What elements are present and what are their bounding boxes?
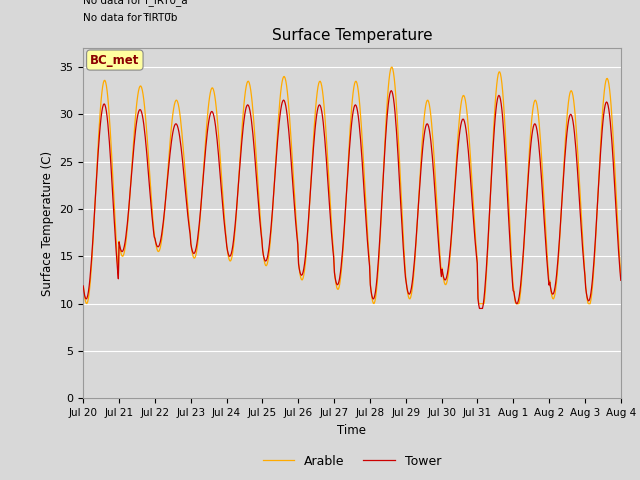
Tower bbox=[617, 277, 625, 283]
Tower bbox=[227, 251, 235, 257]
Tower bbox=[79, 283, 87, 289]
Tower bbox=[145, 168, 152, 174]
Arable bbox=[227, 257, 235, 263]
Arable bbox=[89, 240, 97, 246]
Arable bbox=[617, 274, 625, 279]
Text: BC_met: BC_met bbox=[90, 54, 140, 67]
X-axis label: Time: Time bbox=[337, 424, 367, 437]
Tower bbox=[418, 154, 426, 160]
Line: Tower: Tower bbox=[83, 91, 621, 309]
Line: Arable: Arable bbox=[83, 67, 621, 304]
Tower bbox=[387, 88, 395, 94]
Text: No data for f̅IRT0̅b: No data for f̅IRT0̅b bbox=[83, 13, 177, 23]
Text: No data for f_IRT0_a: No data for f_IRT0_a bbox=[83, 0, 188, 6]
Arable bbox=[79, 281, 87, 287]
Tower bbox=[89, 236, 97, 241]
Arable bbox=[434, 215, 442, 220]
Tower bbox=[434, 228, 442, 234]
Arable bbox=[145, 150, 152, 156]
Title: Surface Temperature: Surface Temperature bbox=[272, 28, 432, 43]
Tower bbox=[199, 180, 207, 185]
Arable bbox=[199, 177, 207, 183]
Arable bbox=[418, 143, 426, 148]
Legend: Arable, Tower: Arable, Tower bbox=[258, 450, 446, 473]
Arable bbox=[388, 64, 396, 70]
Arable bbox=[475, 301, 483, 307]
Tower bbox=[476, 306, 483, 312]
Y-axis label: Surface Temperature (C): Surface Temperature (C) bbox=[41, 151, 54, 296]
